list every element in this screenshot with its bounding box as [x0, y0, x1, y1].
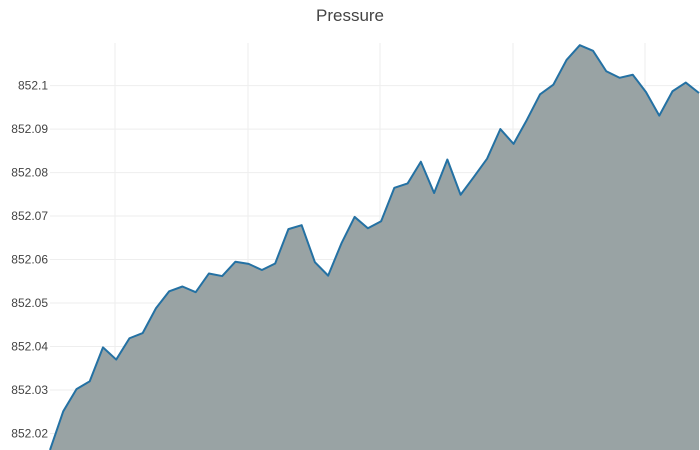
data-point[interactable] — [365, 225, 371, 231]
data-point[interactable] — [113, 357, 119, 363]
data-point[interactable] — [73, 386, 79, 392]
data-point[interactable] — [550, 82, 556, 88]
y-tick-label: 852.02 — [11, 426, 48, 440]
y-tick-label: 852.06 — [11, 253, 48, 267]
series-line — [49, 44, 700, 450]
data-point[interactable] — [670, 88, 676, 94]
data-point[interactable] — [259, 267, 265, 273]
data-point[interactable] — [140, 330, 146, 336]
y-tick-label: 852.05 — [11, 296, 48, 310]
data-point[interactable] — [352, 214, 358, 220]
data-point[interactable] — [60, 408, 66, 414]
data-point[interactable] — [378, 218, 384, 224]
area-layer — [49, 42, 700, 450]
data-point[interactable] — [537, 91, 543, 97]
data-point[interactable] — [338, 240, 344, 246]
area-fill — [50, 45, 699, 450]
chart-title: Pressure — [315, 6, 385, 25]
data-point[interactable] — [405, 180, 411, 186]
data-point[interactable] — [630, 72, 636, 78]
y-tick-label: 852.04 — [11, 340, 48, 354]
data-point[interactable] — [418, 159, 424, 165]
data-point[interactable] — [272, 260, 278, 266]
data-point[interactable] — [590, 48, 596, 54]
data-point[interactable] — [232, 259, 238, 265]
data-point[interactable] — [683, 80, 689, 86]
y-tick-label: 852.09 — [11, 122, 48, 136]
data-point[interactable] — [153, 305, 159, 311]
y-tick-label: 852.08 — [11, 166, 48, 180]
data-point[interactable] — [166, 288, 172, 294]
data-point[interactable] — [312, 259, 318, 265]
data-point[interactable] — [246, 261, 252, 267]
data-point[interactable] — [643, 89, 649, 95]
data-point[interactable] — [603, 68, 609, 74]
data-point[interactable] — [126, 335, 132, 341]
data-point[interactable] — [524, 117, 530, 123]
y-tick-labels: 852.02 852.03 852.04 852.05 852.06 852.07 852.… — [11, 79, 48, 441]
y-tick-label: 852.03 — [11, 383, 48, 397]
data-point[interactable] — [564, 57, 570, 63]
data-point[interactable] — [656, 113, 662, 119]
data-point[interactable] — [193, 289, 199, 295]
data-point[interactable] — [497, 126, 503, 132]
data-point[interactable] — [577, 42, 583, 48]
data-point[interactable] — [444, 157, 450, 163]
data-point[interactable] — [179, 284, 185, 290]
data-point[interactable] — [206, 270, 212, 276]
data-point[interactable] — [325, 273, 331, 279]
data-point[interactable] — [484, 156, 490, 162]
data-point[interactable] — [285, 226, 291, 232]
data-point[interactable] — [87, 378, 93, 384]
data-point[interactable] — [391, 185, 397, 191]
y-tick-label: 852.07 — [11, 209, 48, 223]
y-tick-label: 852.1 — [18, 79, 48, 93]
data-point[interactable] — [100, 344, 106, 350]
data-point[interactable] — [299, 222, 305, 228]
data-point[interactable] — [431, 190, 437, 196]
data-point[interactable] — [458, 192, 464, 198]
data-point[interactable] — [617, 75, 623, 81]
data-point[interactable] — [471, 174, 477, 180]
data-point[interactable] — [511, 141, 517, 147]
data-point[interactable] — [219, 273, 225, 279]
